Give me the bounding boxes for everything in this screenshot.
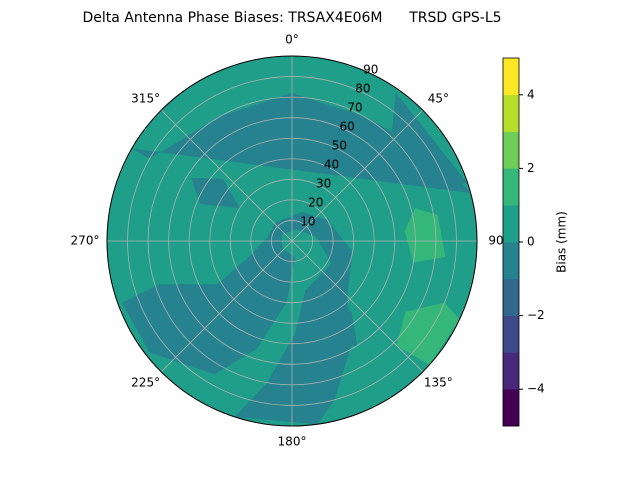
colorbar-band	[503, 168, 519, 206]
colorbar-band	[503, 205, 519, 243]
contour-region	[131, 93, 471, 194]
colorbar-tick-label: −4	[527, 382, 545, 396]
colorbar-tick-label: −2	[527, 308, 545, 322]
colorbar-band	[503, 131, 519, 169]
colorbar-band	[503, 94, 519, 132]
r-tick-label: 20	[308, 196, 323, 210]
r-tick-label: 10	[300, 215, 315, 229]
theta-tick-label: 45°	[428, 91, 449, 105]
theta-tick-label: 135°	[424, 376, 453, 390]
colorbar-band	[503, 389, 519, 427]
polar-frame	[106, 55, 478, 427]
colorbar-band	[503, 242, 519, 280]
contour-region	[310, 285, 358, 348]
theta-tick-label: 180°	[278, 435, 307, 449]
grid-spoke	[291, 109, 424, 242]
grid-spoke	[291, 240, 424, 373]
chart-title: Delta Antenna Phase Biases: TRSAX4E06M T…	[82, 10, 501, 26]
r-tick-label: 60	[340, 120, 355, 134]
r-tick-label: 90	[363, 63, 378, 77]
colorbar-tick-label: 0	[527, 235, 535, 249]
r-tick-label: 70	[347, 101, 362, 115]
theta-tick-label: 225°	[131, 376, 160, 390]
r-tick-label: 80	[355, 82, 370, 96]
contour-region	[390, 92, 468, 184]
overlay: 0°45°90°135°180°225°270°315°102030405060…	[71, 33, 510, 449]
theta-tick-label: 270°	[71, 234, 100, 248]
colorbar-label: Bias (mm)	[555, 211, 569, 273]
grid-spoke	[160, 109, 293, 242]
r-tick-label: 40	[324, 158, 339, 172]
colorbar-band	[503, 315, 519, 353]
colorbar-band	[503, 352, 519, 390]
colorbar-tick-label: 4	[527, 87, 535, 101]
r-tick-label: 30	[316, 177, 331, 191]
theta-tick-label: 315°	[131, 91, 160, 105]
colorbar-band	[503, 58, 519, 96]
colorbar-tick-label: 2	[527, 161, 535, 175]
grid-spoke	[160, 240, 293, 373]
contour-region	[190, 177, 240, 209]
contour-region	[122, 212, 353, 425]
colorbar-band	[503, 278, 519, 316]
theta-tick-label: 0°	[285, 33, 299, 47]
r-tick-label: 50	[332, 139, 347, 153]
